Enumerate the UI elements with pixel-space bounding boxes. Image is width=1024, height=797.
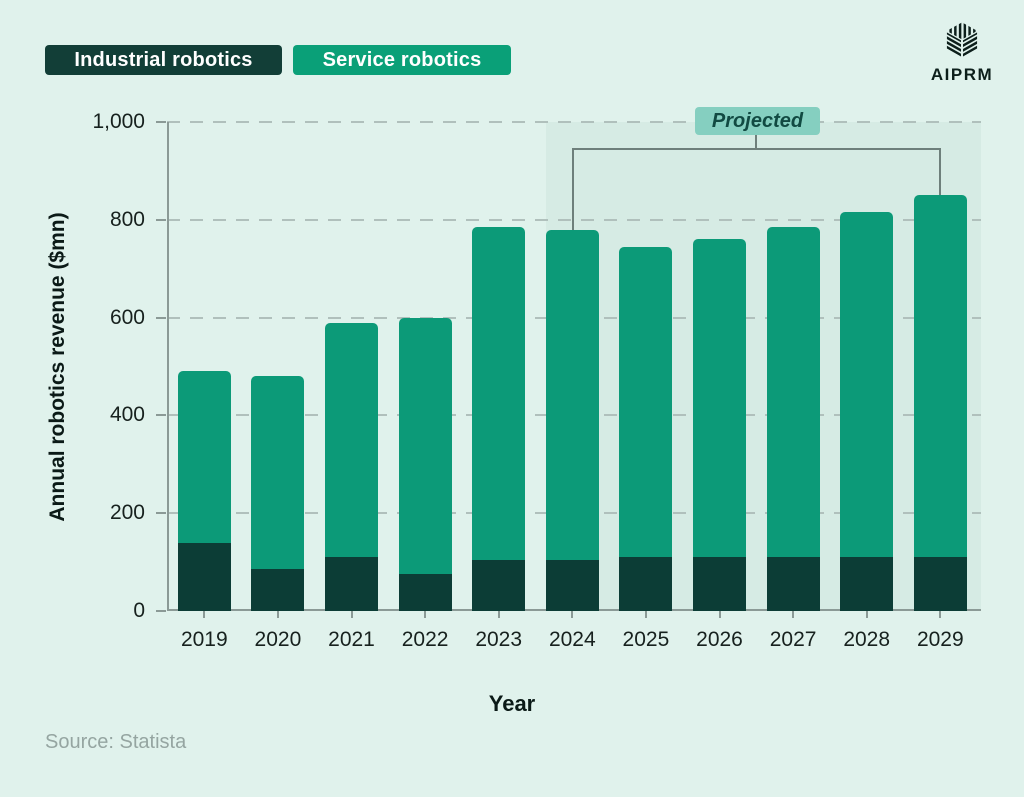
x-tick-label-2026: 2026 <box>696 628 743 651</box>
y-tick-label: 1,000 <box>92 110 145 133</box>
bar-segment-service-2022 <box>398 317 452 575</box>
source-note: Source: Statista <box>45 731 186 754</box>
legend-label-service: Service robotics <box>322 48 482 71</box>
bar-segment-industrial-2027 <box>766 557 820 611</box>
projected-bracket-stub <box>755 135 757 148</box>
gridline-800 <box>167 218 981 221</box>
x-tick-label-2029: 2029 <box>916 628 964 651</box>
x-tick-label-2019: 2019 <box>180 628 228 651</box>
x-tick-mark <box>497 611 500 618</box>
y-tick-mark <box>156 121 166 123</box>
gridline-1,000 <box>167 121 981 123</box>
x-tick-mark <box>203 611 206 618</box>
x-tick-mark <box>939 611 942 618</box>
x-tick-label-2021: 2021 <box>328 628 375 651</box>
bar-segment-industrial-2029 <box>913 557 967 611</box>
bar-segment-service-2021 <box>325 322 378 558</box>
y-axis-line <box>167 122 169 611</box>
x-tick-label-2022: 2022 <box>401 628 449 651</box>
bar-segment-service-2027 <box>766 227 820 558</box>
x-tick-label-2025: 2025 <box>622 628 670 651</box>
x-tick-mark <box>865 611 868 618</box>
projected-bracket-right <box>939 148 941 196</box>
legend-label-industrial: Industrial robotics <box>74 48 253 71</box>
bar-segment-industrial-2021 <box>325 557 378 611</box>
bar-segment-service-2026 <box>693 239 746 558</box>
bar-segment-industrial-2026 <box>693 557 746 611</box>
y-tick-label: 0 <box>133 599 145 622</box>
projected-badge: Projected <box>695 107 820 135</box>
x-tick-mark <box>276 611 279 618</box>
y-tick-mark <box>156 316 166 319</box>
x-tick-mark <box>792 611 795 618</box>
bar-group-2021 <box>325 122 378 611</box>
brand-name: AIPRM <box>930 65 994 84</box>
y-tick-label: 400 <box>109 403 145 427</box>
y-tick-mark <box>156 610 166 612</box>
x-tick-mark <box>424 611 427 618</box>
x-tick-label-2024: 2024 <box>548 628 596 651</box>
projected-bracket-left <box>572 148 574 230</box>
source-label: Source: <box>45 731 114 753</box>
bar-segment-industrial-2024 <box>545 559 599 611</box>
plot-area <box>156 121 981 618</box>
y-tick-mark <box>156 512 166 515</box>
bar-segment-service-2020 <box>251 376 305 570</box>
bar-group-2019 <box>177 122 231 611</box>
x-axis-title: Year <box>488 691 536 716</box>
aiprm-cube-icon <box>943 22 981 62</box>
bar-group-2023 <box>472 122 526 611</box>
bar-segment-industrial-2025 <box>619 557 673 611</box>
x-tick-mark <box>571 611 574 618</box>
x-tick-mark <box>718 611 721 618</box>
x-tick-label-2020: 2020 <box>254 628 302 651</box>
y-tick-label: 600 <box>109 305 145 329</box>
bar-segment-service-2023 <box>472 227 526 560</box>
legend: Industrial robotics Service robotics <box>45 45 511 75</box>
bar-segment-service-2028 <box>840 212 894 558</box>
projected-bracket-horizontal <box>572 148 941 150</box>
bar-segment-industrial-2028 <box>840 557 894 611</box>
bar-segment-industrial-2023 <box>472 559 526 611</box>
x-tick-label-2028: 2028 <box>843 628 891 651</box>
bar-segment-industrial-2019 <box>177 542 231 611</box>
legend-item-service-robotics: Service robotics <box>293 45 511 75</box>
bar-segment-industrial-2020 <box>251 569 305 611</box>
projected-label: Projected <box>711 109 804 132</box>
bar-group-2024 <box>545 122 599 611</box>
x-tick-mark <box>644 611 647 618</box>
bar-segment-service-2024 <box>545 229 599 560</box>
bar-segment-service-2025 <box>619 246 673 558</box>
brand-logo: AIPRM <box>924 20 1000 85</box>
projected-region <box>545 122 981 611</box>
y-tick-label: 800 <box>109 207 145 231</box>
y-tick-mark <box>156 218 166 221</box>
bar-group-2027 <box>766 122 820 611</box>
source-value: Statista <box>119 731 187 753</box>
bar-segment-service-2019 <box>177 371 231 543</box>
y-tick-mark <box>156 414 166 417</box>
bar-segment-industrial-2022 <box>398 574 452 611</box>
bar-group-2020 <box>251 122 305 611</box>
bar-segment-service-2029 <box>913 195 967 558</box>
y-axis-title: Annual robotics revenue ($mn) <box>46 212 69 522</box>
x-tick-label-2027: 2027 <box>769 628 817 651</box>
bar-group-2026 <box>693 122 746 611</box>
legend-item-industrial-robotics: Industrial robotics <box>45 45 282 75</box>
bar-group-2025 <box>619 122 673 611</box>
x-tick-mark <box>350 611 353 618</box>
bar-group-2029 <box>913 122 967 611</box>
bar-group-2028 <box>840 122 894 611</box>
y-tick-label: 200 <box>109 501 145 525</box>
bar-group-2022 <box>398 122 452 611</box>
x-tick-label-2023: 2023 <box>475 628 523 651</box>
